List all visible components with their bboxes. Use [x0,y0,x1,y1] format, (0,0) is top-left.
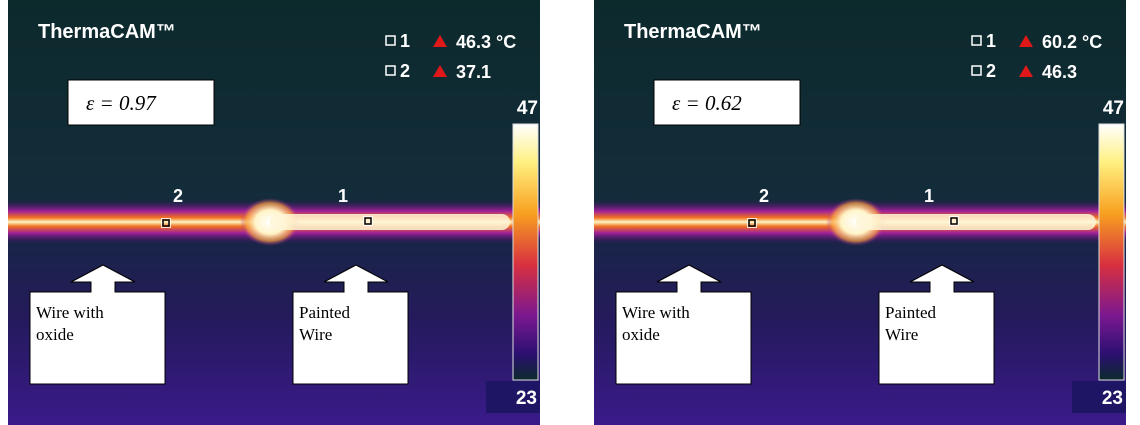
spot-label: 2 [173,186,183,206]
scale-max: 47 [517,98,538,119]
thermal-panel: ThermaCAM™ 1 60.2 °C 2 46.3 ε = 0.62 47 23 1 2 Wir… [594,0,1126,425]
annotation-text: Wire with [36,303,104,322]
spot-label: 2 [759,186,769,206]
annotation-text: Wire with [622,303,690,322]
spot-reading: 37.1 [456,62,491,82]
emissivity: ε = 0.62 [672,91,742,115]
annotation-text: oxide [36,325,74,344]
annotation-text: Wire [885,325,918,344]
brand: ThermaCAM™ [624,21,762,43]
thermal-panel: ThermaCAM™ 1 46.3 °C 2 37.1 ε = 0.97 47 23 1 2 Wir… [8,0,540,425]
annotation-text: oxide [622,325,660,344]
color-scale [1099,124,1124,380]
brand: ThermaCAM™ [38,21,176,43]
annotation-text: Painted [885,303,936,322]
spot-label: 1 [338,186,348,206]
scale-min: 23 [516,388,537,409]
scale-min: 23 [1102,388,1123,409]
wire-hot [856,214,1096,230]
spot-reading: 60.2 °C [1042,32,1102,52]
spot-id: 1 [986,31,996,51]
spot-label: 1 [924,186,934,206]
annotation-text: Wire [299,325,332,344]
spot-reading: 46.3 °C [456,32,516,52]
spot-id: 2 [400,61,410,81]
spot-id: 1 [400,31,410,51]
scale-max: 47 [1103,98,1124,119]
figure: ThermaCAM™ 1 46.3 °C 2 37.1 ε = 0.97 47 23 1 2 Wir… [0,0,1140,425]
spot-reading: 46.3 [1042,62,1077,82]
wire-hot [270,214,510,230]
emissivity: ε = 0.97 [86,91,157,115]
color-scale [513,124,538,380]
annotation-text: Painted [299,303,350,322]
spot-id: 2 [986,61,996,81]
